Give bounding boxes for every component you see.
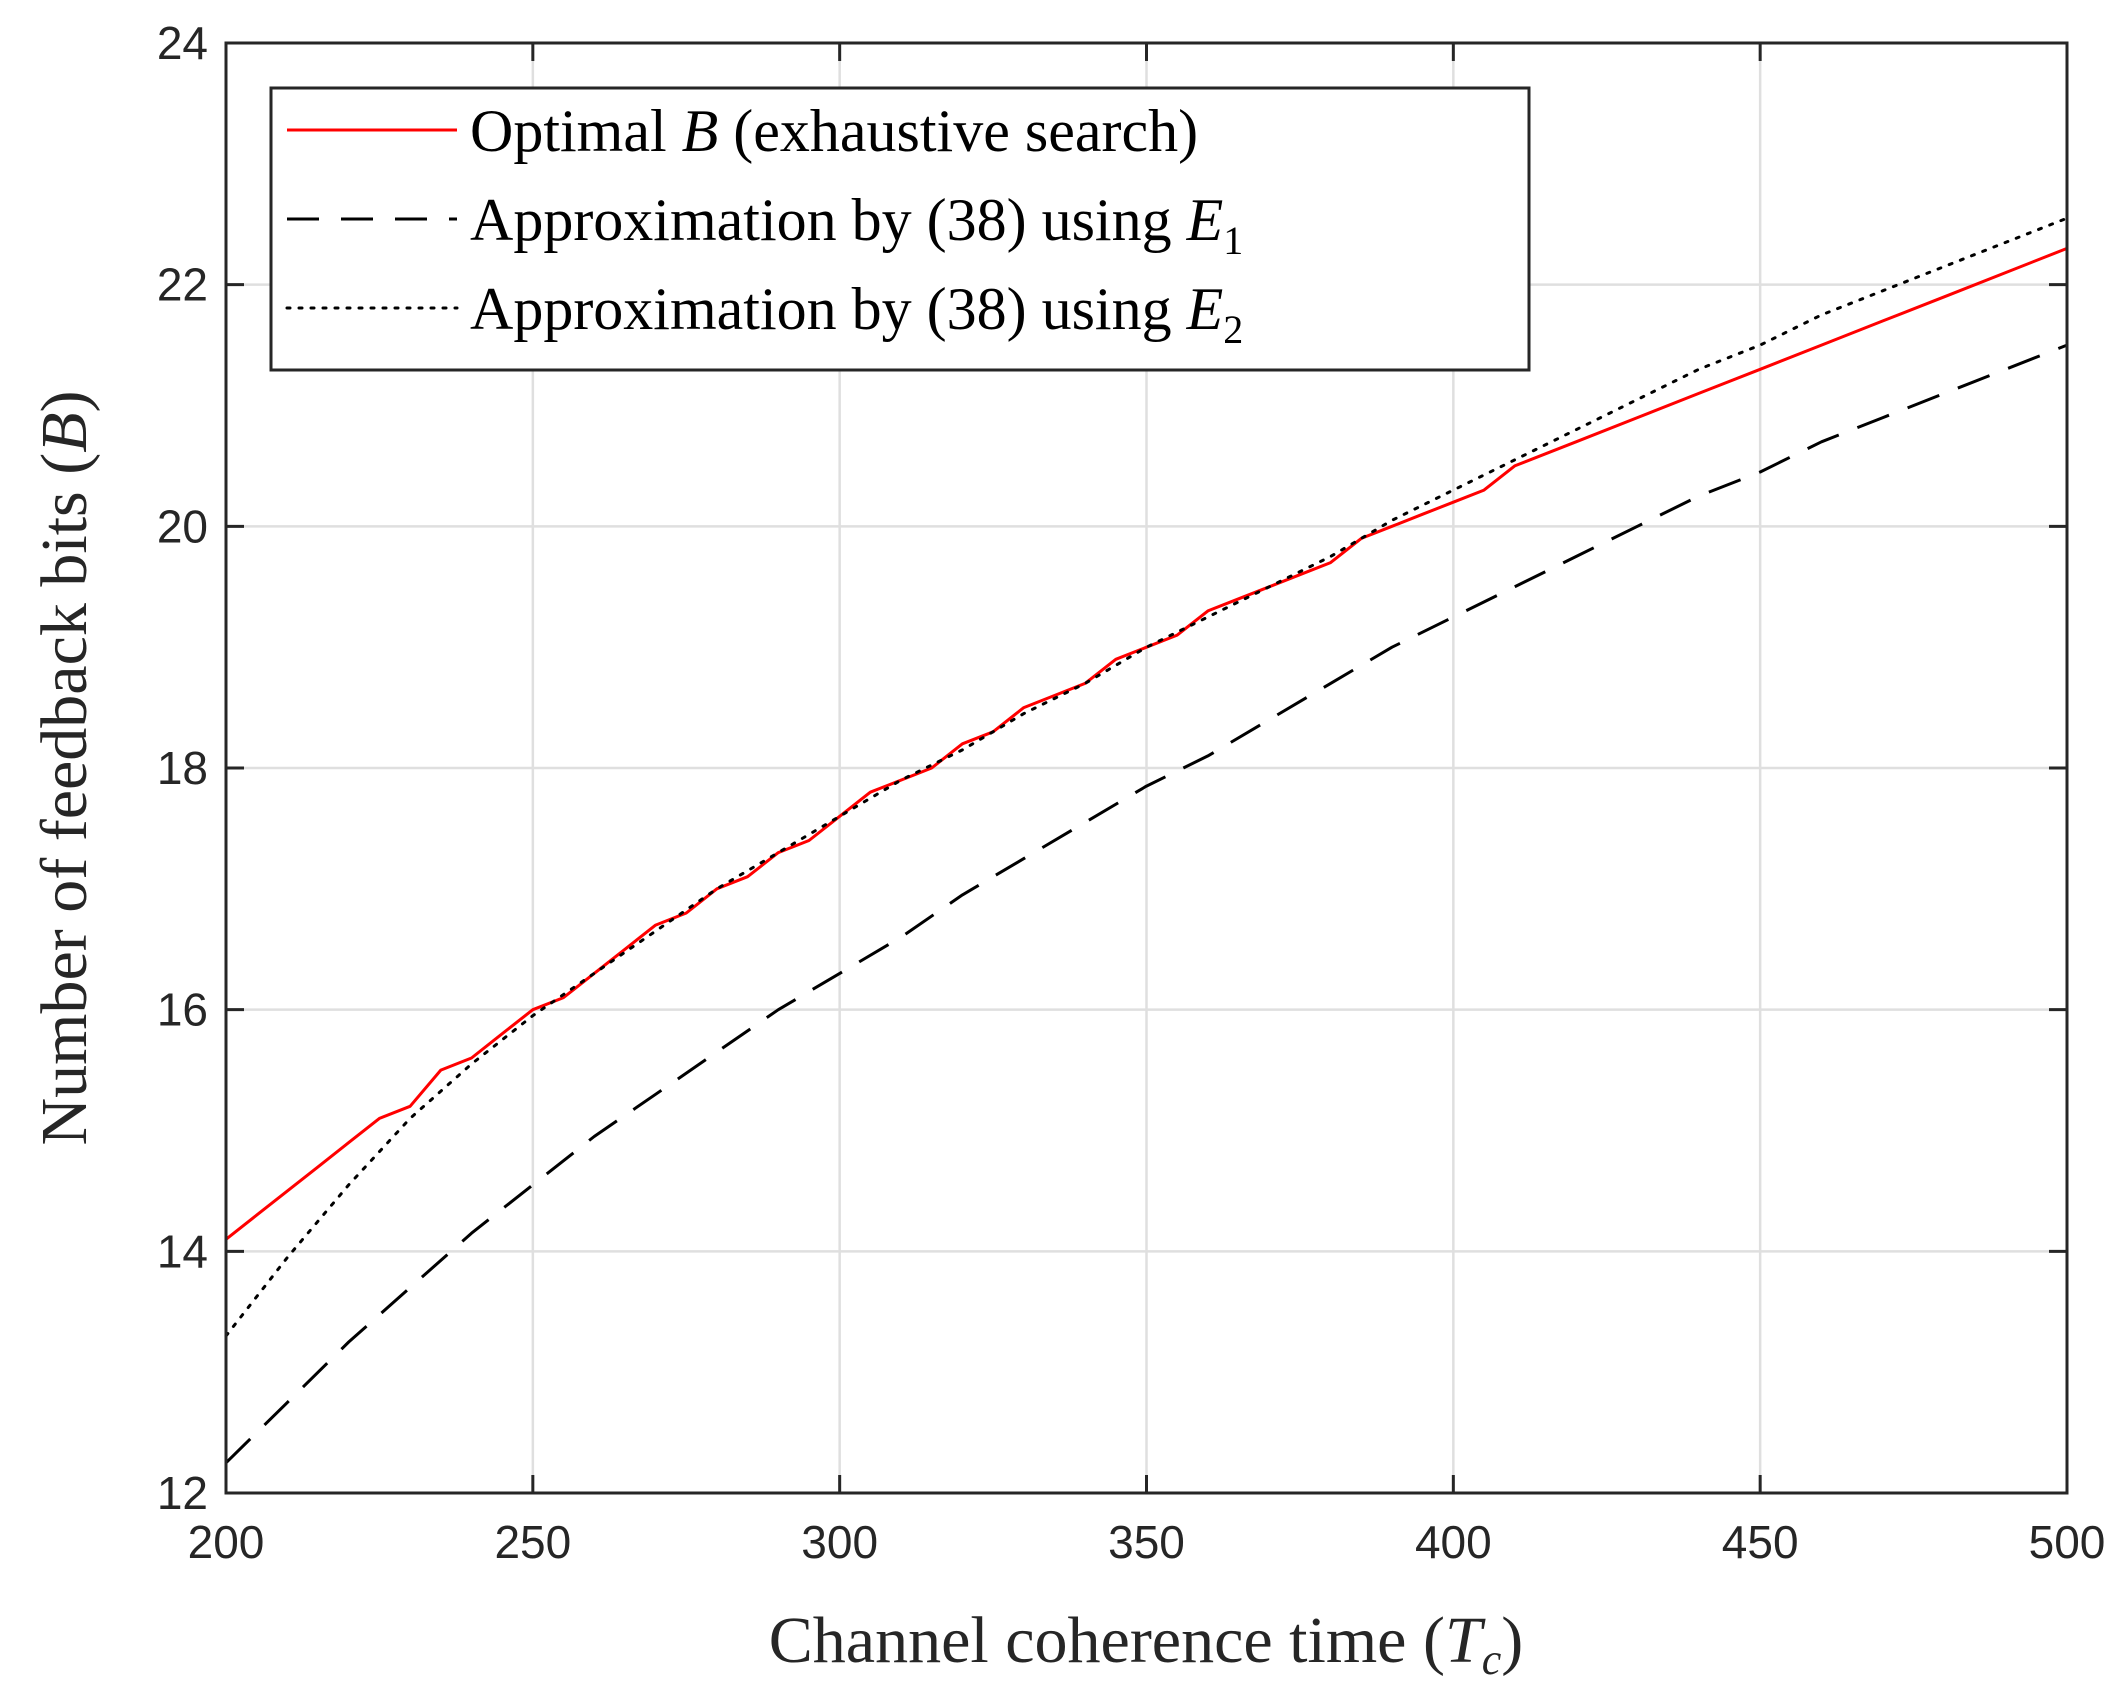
y-tick-label-14: 14: [157, 1225, 208, 1277]
x-tick-label-500: 500: [2029, 1516, 2106, 1568]
series-line-1: [225, 247, 2068, 1241]
legend-box: [269, 86, 1531, 372]
x-tick-label-300: 300: [801, 1516, 878, 1568]
series-line-3: [224, 216, 2069, 1338]
legend-entry-symbol: E: [1186, 187, 1224, 253]
y-axis-title-text: Number of feedback bits: [28, 491, 101, 1145]
legend-entry-suffix: (exhaustive search): [718, 98, 1198, 164]
x-tick-label-200: 200: [188, 1516, 265, 1568]
y-tick-label-20: 20: [157, 500, 208, 552]
legend-entry-symbol: B: [682, 98, 719, 164]
x-axis-title-subscript: c: [1482, 1635, 1502, 1684]
x-tick-label-450: 450: [1722, 1516, 1799, 1568]
y-tick-label-12: 12: [157, 1467, 208, 1519]
legend-entry-prefix: Optimal: [470, 98, 682, 164]
y-tick-label-18: 18: [157, 742, 208, 794]
legend-entry-prefix: Approximation by (38) using: [470, 187, 1187, 253]
x-tick-label-250: 250: [494, 1516, 571, 1568]
legend-entry-subscript: 2: [1223, 307, 1243, 352]
legend-entry-3: Approximation by (38) using E2: [470, 276, 1243, 352]
y-axis-title: Number of feedback bits (B): [28, 390, 101, 1145]
y-axis-title-symbol: B: [28, 412, 101, 452]
legend-entry-prefix: Approximation by (38) using: [470, 276, 1187, 342]
legend-entry-2: Approximation by (38) using E1: [470, 187, 1243, 263]
x-tick-label-400: 400: [1415, 1516, 1492, 1568]
legend-entry-subscript: 1: [1223, 218, 1243, 263]
legend-entry-1: Optimal B (exhaustive search): [470, 98, 1198, 164]
y-tick-label-22: 22: [157, 259, 208, 311]
y-tick-label-16: 16: [157, 984, 208, 1036]
x-tick-label-350: 350: [1108, 1516, 1185, 1568]
x-axis-title-symbol: T: [1445, 1604, 1486, 1677]
series-line-2: [224, 343, 2068, 1464]
y-tick-label-24: 24: [157, 17, 208, 69]
x-axis-title-text: Channel coherence time: [769, 1604, 1407, 1677]
legend-entry-symbol: E: [1186, 276, 1224, 342]
series-layer: [224, 216, 2069, 1464]
legend: Optimal B (exhaustive search) Approximati…: [269, 86, 1531, 372]
x-axis-title: Channel coherence time (Tc): [769, 1604, 1523, 1684]
